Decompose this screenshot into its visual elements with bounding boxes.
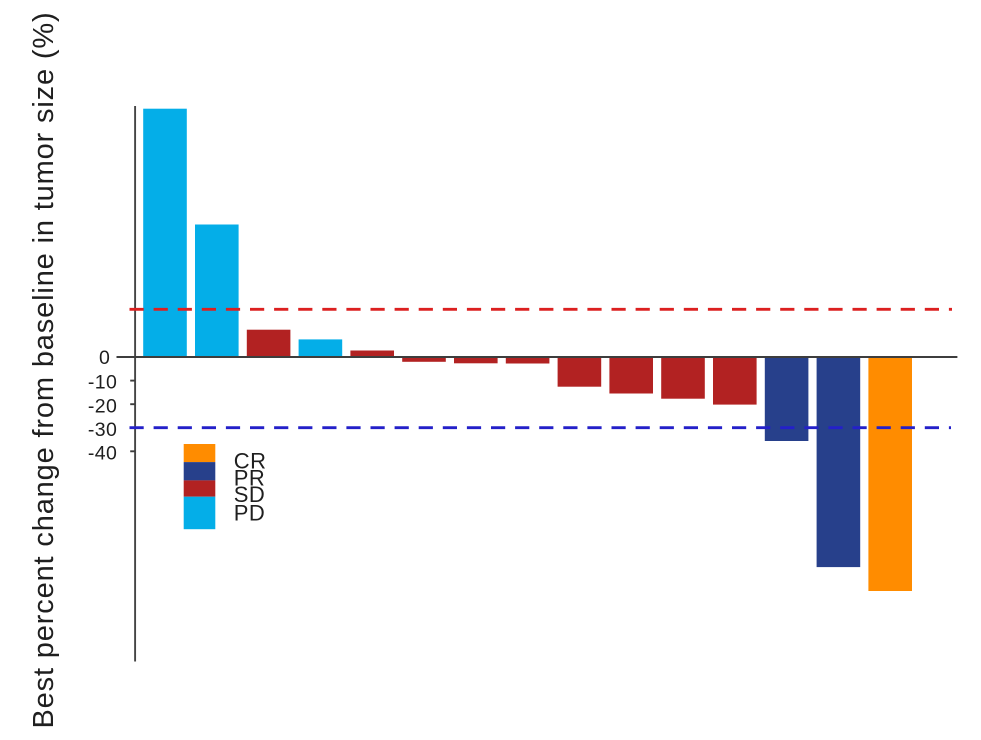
svg-text:PD: PD: [234, 501, 265, 526]
svg-text:PR: PR: [234, 465, 265, 490]
svg-text:-40: -40: [88, 442, 117, 464]
svg-text:0: 0: [99, 347, 110, 369]
svg-text:Best percent change from basel: Best percent change from baseline in tum…: [28, 11, 60, 728]
svg-text:-20: -20: [88, 395, 117, 417]
svg-text:-30: -30: [88, 419, 117, 441]
svg-text:-10: -10: [88, 372, 117, 394]
svg-text:CR: CR: [234, 449, 267, 474]
svg-text:SD: SD: [234, 482, 265, 507]
